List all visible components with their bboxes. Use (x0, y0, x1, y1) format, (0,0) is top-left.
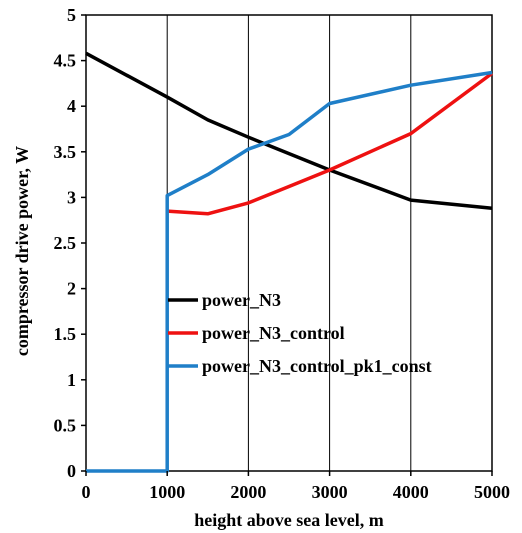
legend: power_N3 power_N3_control power_N3_control… (168, 290, 432, 376)
grid-lines (166, 15, 412, 471)
series-line-power-n3 (85, 51, 493, 211)
y-tick-label-1: 0.5 (54, 415, 77, 435)
legend-label-0: power_N3 (202, 290, 281, 310)
y-tick-label-4: 2 (67, 279, 76, 299)
x-tick-label-5: 5000 (474, 482, 510, 502)
x-tick-label-0: 0 (82, 482, 91, 502)
y-tick-label-3: 1.5 (54, 324, 77, 344)
y-tick-label-10: 5 (67, 5, 76, 25)
x-tick-label-2: 2000 (230, 482, 266, 502)
y-tick-label-8: 4 (67, 96, 76, 116)
legend-label-1: power_N3_control (202, 323, 345, 343)
x-axis-label: height above sea level, m (194, 510, 383, 530)
legend-label-2: power_N3_control_pk1_const (202, 356, 432, 376)
y-tick-label-2: 1 (67, 370, 76, 390)
x-axis-ticks: 0 1000 2000 3000 4000 5000 (82, 471, 510, 502)
y-tick-label-5: 2.5 (54, 233, 77, 253)
series-line-power-n3-control (167, 71, 494, 216)
y-axis-label: compressor drive power, W (12, 146, 32, 356)
x-tick-label-3: 3000 (312, 482, 348, 502)
x-tick-label-1: 1000 (149, 482, 185, 502)
y-tick-label-7: 3.5 (54, 142, 77, 162)
y-axis-ticks: 0 0.5 1 1.5 2 2.5 3 3.5 4 4.5 5 (54, 5, 86, 481)
series-lines (85, 51, 494, 473)
y-tick-label-6: 3 (67, 187, 76, 207)
y-tick-label-9: 4.5 (54, 51, 77, 71)
series-line-power-n3-control-pk1-const (86, 70, 493, 473)
y-tick-label-0: 0 (67, 461, 76, 481)
x-tick-label-4: 4000 (393, 482, 429, 502)
